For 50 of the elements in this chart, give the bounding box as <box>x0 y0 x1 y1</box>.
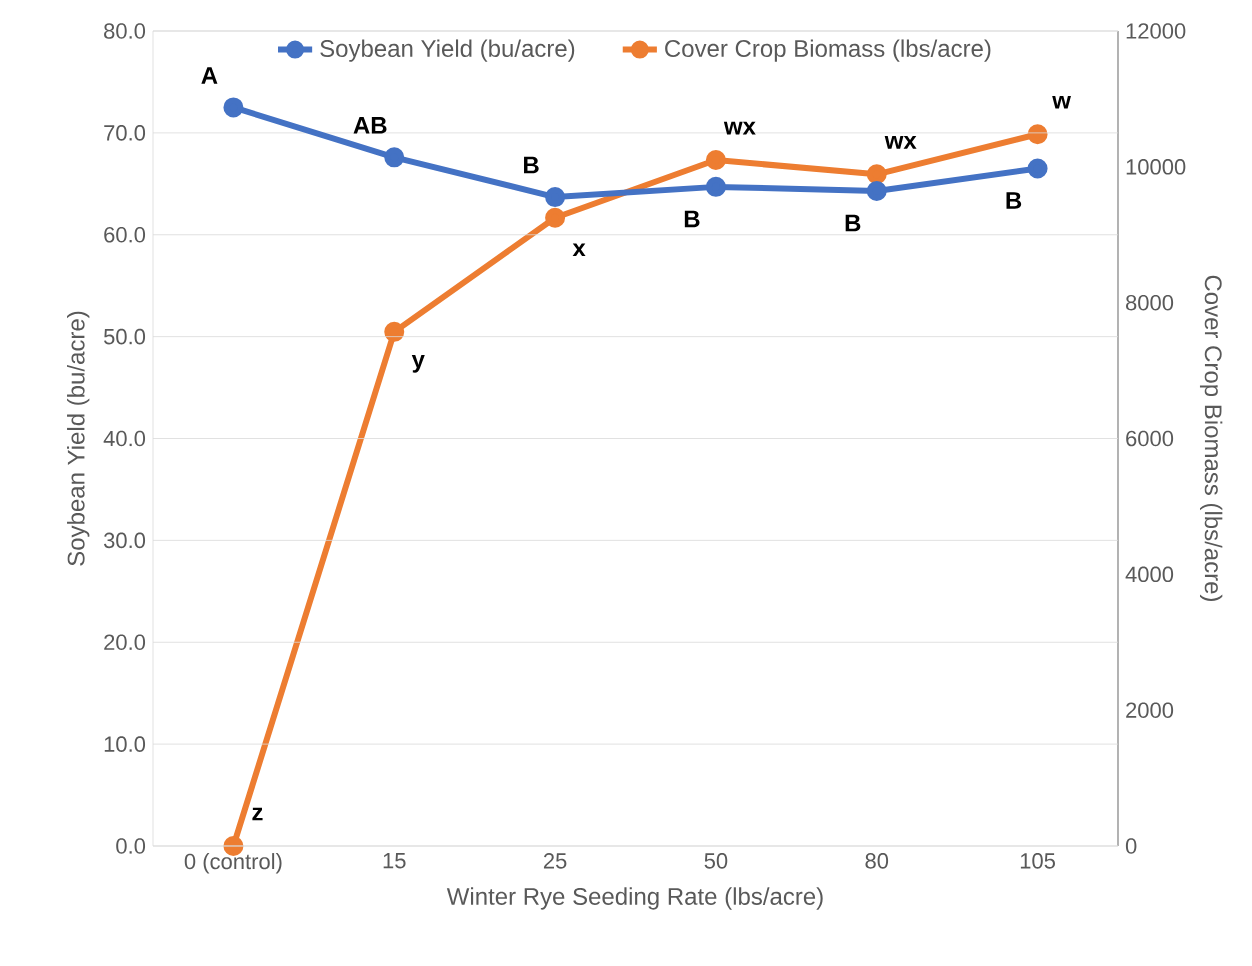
point <box>545 207 566 228</box>
y2-tick-label: 10000 <box>1126 159 1186 175</box>
point <box>1027 124 1048 145</box>
y2-tick-label: 6000 <box>1126 430 1174 447</box>
y2-tick-label: 0 <box>1125 838 1137 854</box>
y-tick-label: 60.0 <box>104 226 146 243</box>
x-tick-label: 50 <box>704 853 728 869</box>
x-axis-title: Winter Rye Seeding Rate (lbs/acre) <box>446 887 823 910</box>
annotation: B <box>1006 192 1022 209</box>
y-tick-label: 40.0 <box>103 430 146 447</box>
annotation: B <box>845 214 861 232</box>
x-tick-label: 80 <box>865 853 889 869</box>
point <box>866 164 887 185</box>
annotation: B <box>684 210 700 228</box>
annotation: z <box>252 807 263 821</box>
y-axis-title: Soybean Yield (bu/acre) <box>67 311 90 566</box>
point <box>705 176 726 197</box>
point <box>545 187 566 208</box>
point <box>1027 158 1048 179</box>
y-tick-label: 20.0 <box>104 634 146 651</box>
y2-tick-label: 4000 <box>1125 566 1174 583</box>
y-tick-label: 0.0 <box>116 838 146 854</box>
y2-tick-label: 2000 <box>1126 702 1174 718</box>
x-tick-label: 0 (control) <box>184 853 282 874</box>
point <box>705 150 726 171</box>
legend-label: Soybean Yield (bu/acre) <box>320 39 575 62</box>
annotation: w <box>1052 95 1071 109</box>
point <box>384 147 405 168</box>
annotation: AB <box>353 117 387 134</box>
y2-tick-label: 8000 <box>1126 294 1174 311</box>
x-tick-label: 15 <box>383 853 406 869</box>
legend-label: Cover Crop Biomass (lbs/acre) <box>665 39 991 62</box>
y2-axis-title: Cover Crop Biomass (lbs/acre) <box>1199 275 1223 601</box>
y2-tick-label: 12000 <box>1126 23 1186 39</box>
point <box>384 321 405 342</box>
y-tick-label: 10.0 <box>104 736 146 752</box>
x-tick-label: 25 <box>543 853 567 869</box>
annotation: wx <box>884 135 917 149</box>
point <box>866 180 887 201</box>
annotation: A <box>201 67 218 84</box>
y-tick-label: 50.0 <box>104 328 146 345</box>
y-tick-label: 30.0 <box>103 532 146 549</box>
annotation: x <box>572 243 586 257</box>
y-tick-label: 70.0 <box>104 125 146 141</box>
annotation: y <box>411 355 425 373</box>
y-tick-label: 80.0 <box>104 23 146 39</box>
x-tick-label: 105 <box>1020 853 1055 869</box>
annotation: wx <box>723 121 756 135</box>
point <box>223 97 244 118</box>
annotation: B <box>524 156 539 174</box>
